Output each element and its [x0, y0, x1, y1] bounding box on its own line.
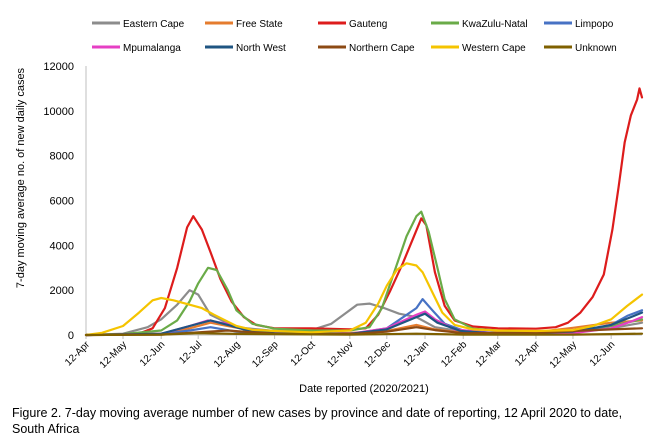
x-tick-label: 12-Nov [325, 339, 356, 370]
series-line-western-cape [84, 262, 644, 337]
series-line-northern-cape [84, 326, 644, 337]
x-axis-label: Date reported (2020/2021) [299, 383, 429, 395]
y-tick-label: 4000 [50, 240, 74, 252]
x-tick-label: 12-Jan [402, 339, 431, 368]
legend-label: Western Cape [462, 43, 526, 54]
y-tick-label: 12000 [43, 61, 74, 73]
x-tick-label: 12-Jul [177, 339, 204, 366]
x-tick-label: 12-May [548, 339, 579, 370]
legend-label: Northern Cape [349, 43, 415, 54]
legend-label: Unknown [575, 43, 617, 54]
series-line-gauteng [84, 87, 644, 337]
x-tick-label: 12-Apr [63, 339, 92, 368]
legend-label: Free State [236, 19, 283, 30]
y-tick-label: 0 [68, 330, 74, 342]
y-tick-label: 8000 [50, 151, 74, 163]
figure-caption: Figure 2. 7-day moving average number of… [12, 406, 623, 436]
y-axis-ticks: 0 2000 4000 6000 8000 10000 12000 [43, 61, 74, 342]
x-axis-ticks: 12-Apr 12-May 12-Jun 12-Jul 12-Aug 12-Sep 12-O… [63, 335, 617, 371]
legend-label: North West [236, 43, 286, 54]
x-tick-label: 12-Sep [250, 339, 281, 370]
x-tick-label: 12-Jun [588, 339, 617, 368]
legend-label: Limpopo [575, 19, 614, 30]
y-tick-label: 10000 [43, 106, 74, 118]
legend-label: Gauteng [349, 19, 387, 30]
series-line-unknown [84, 332, 644, 337]
x-tick-label: 12-Aug [212, 339, 243, 370]
x-tick-label: 12-Oct [289, 339, 318, 368]
legend-label: KwaZulu-Natal [462, 19, 528, 30]
legend-label: Eastern Cape [123, 19, 185, 30]
y-axis-label: 7-day moving average no. of new daily ca… [15, 67, 27, 288]
chart-legend: Eastern Cape Free State Gauteng KwaZulu-Nat… [92, 19, 617, 54]
x-tick-label: 12-Mar [474, 339, 505, 370]
x-tick-label: 12-Dec [362, 339, 393, 370]
series-line-kwazulu-natal [84, 210, 644, 337]
x-tick-label: 12-Jun [138, 339, 167, 368]
y-tick-label: 6000 [50, 196, 74, 208]
y-tick-label: 2000 [50, 285, 74, 297]
cases-line-chart: Eastern Cape Free State Gauteng KwaZulu-Nat… [15, 19, 644, 395]
x-tick-label: 12-Apr [513, 339, 542, 368]
legend-label: Mpumalanga [123, 43, 181, 54]
x-tick-label: 12-May [98, 339, 129, 370]
x-tick-label: 12-Feb [439, 339, 469, 369]
chart-series [84, 87, 644, 337]
